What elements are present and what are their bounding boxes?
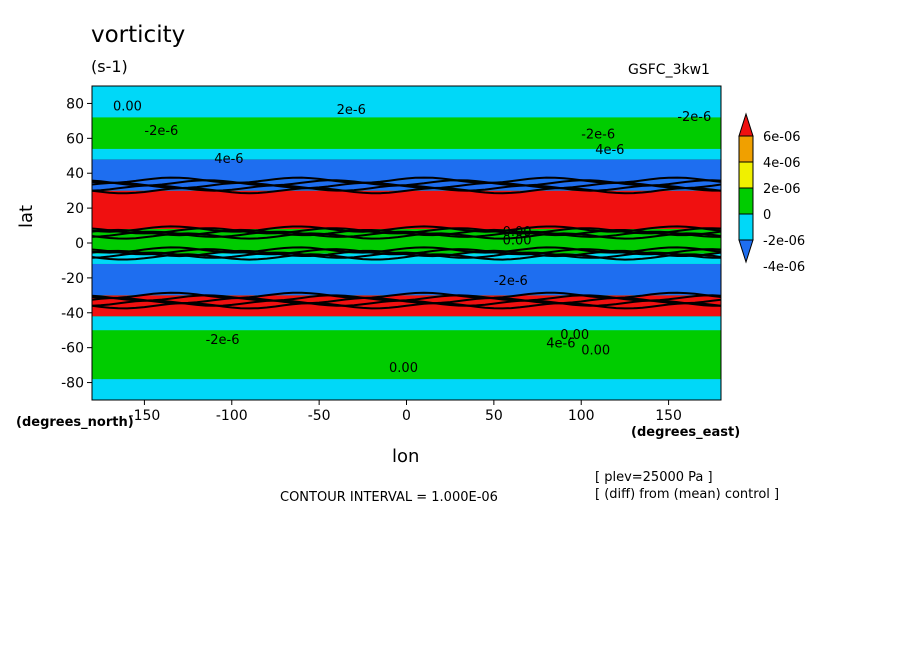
legend-swatch	[738, 161, 754, 189]
band-11	[92, 117, 721, 149]
model-name: GSFC_3kw1	[628, 62, 710, 78]
legend-swatch	[738, 187, 754, 215]
contour-label: 0.00	[581, 344, 610, 359]
x-tick-label: 0	[402, 408, 411, 424]
contour-label: 0.00	[503, 234, 532, 249]
plot-area: 0.00-2e-64e-62e-6-2e-64e-6-2e-60.000.00-…	[92, 86, 721, 400]
y-tick-label: -40	[61, 306, 84, 322]
contour-label: 0.00	[389, 361, 418, 376]
x-tick-label: 150	[655, 408, 682, 424]
legend-label: 4e-06	[763, 156, 801, 171]
band-2	[92, 330, 721, 362]
band-12	[92, 86, 721, 118]
contour-label: -2e-6	[206, 333, 240, 348]
band-8	[92, 190, 721, 230]
y-tick-label: -80	[61, 376, 84, 392]
y-tick-label: -60	[61, 341, 84, 357]
band-5	[92, 263, 721, 296]
contour-label: 0.00	[560, 328, 589, 343]
x-axis-label: lon	[392, 446, 420, 467]
band-1	[92, 361, 721, 380]
contour-label: 4e-6	[546, 337, 575, 352]
band-10	[92, 148, 721, 160]
x-tick-label: 50	[485, 408, 503, 424]
x-tick-label: -150	[129, 408, 161, 424]
contour-label: 4e-6	[595, 143, 624, 158]
axes: -150 -100 -50 0 50 100 150 80 60 40 20 0 -20 -40 -60 -8…	[61, 96, 682, 424]
diff-annotation: [ (diff) from (mean) control ]	[595, 487, 780, 502]
color-legend: 6e-06 4e-06 2e-06 0 -2e-06 -4e-06	[738, 112, 805, 275]
y-tick-label: 80	[66, 96, 84, 112]
chart-units: (s-1)	[91, 57, 128, 76]
contour-label: -2e-6	[677, 110, 711, 125]
contour-label: -2e-6	[494, 274, 528, 289]
y-tick-label: -20	[61, 271, 84, 287]
x-tick-label: -50	[308, 408, 331, 424]
legend-label: 6e-06	[763, 130, 801, 145]
band-6	[92, 253, 721, 264]
x-tick-label: -100	[216, 408, 248, 424]
legend-label: 0	[763, 208, 771, 223]
contour-cluster-2	[92, 225, 721, 240]
contour-label: -2e-6	[144, 124, 178, 139]
legend-label: -4e-06	[763, 260, 805, 275]
y-axis-unit: (degrees_north)	[16, 415, 134, 430]
y-tick-label: 60	[66, 131, 84, 147]
contour-cluster-3	[92, 246, 721, 261]
contour-label: 2e-6	[337, 103, 366, 118]
chart-title: vorticity	[91, 22, 186, 48]
band-0	[92, 379, 721, 400]
contour-cluster-1	[92, 291, 721, 310]
y-tick-label: 0	[75, 236, 84, 252]
contour-label: 0.00	[113, 99, 142, 114]
legend-label: -2e-06	[763, 234, 805, 249]
legend-swatch	[738, 213, 754, 241]
legend-swatch	[738, 135, 754, 163]
y-tick-label: 20	[66, 201, 84, 217]
level-annotation: [ plev=25000 Pa ]	[595, 470, 713, 485]
legend-arrow-top	[738, 112, 754, 137]
contour-label: -2e-6	[581, 127, 615, 142]
band-3	[92, 316, 721, 331]
legend-arrow-bottom	[738, 239, 754, 264]
contour-cluster-0	[92, 176, 721, 195]
x-tick-label: 100	[568, 408, 595, 424]
contour-label: 0.00	[503, 225, 532, 240]
x-axis-unit: (degrees_east)	[631, 425, 741, 440]
contour-label: 4e-6	[214, 152, 243, 167]
y-tick-label: 40	[66, 166, 84, 182]
legend-label: 2e-06	[763, 182, 801, 197]
contour-interval: CONTOUR INTERVAL = 1.000E-06	[280, 490, 498, 505]
